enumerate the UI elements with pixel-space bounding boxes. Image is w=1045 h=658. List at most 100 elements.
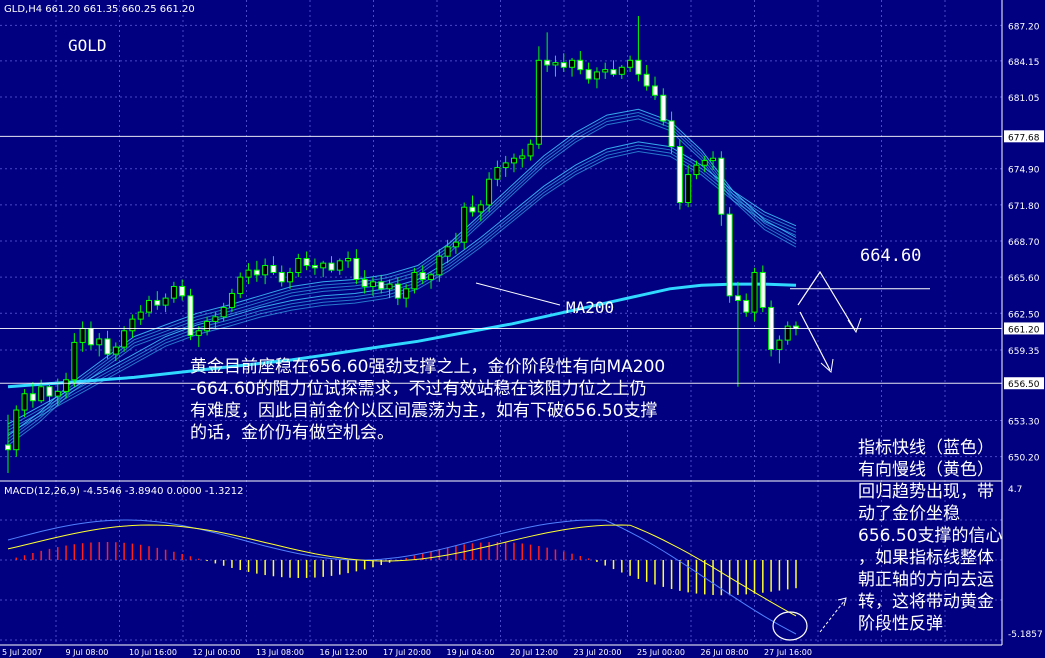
macd-arrow-head [837, 597, 847, 607]
candle-body [13, 409, 20, 451]
candle-body [204, 320, 211, 332]
ma200-label: MA200 [566, 298, 615, 317]
candle-body [195, 330, 202, 336]
candle-body [635, 59, 642, 75]
candle-body [519, 155, 526, 159]
price-tag [1004, 130, 1044, 143]
grid [0, 0, 1002, 645]
price-tick-label: 681.05 [1008, 94, 1040, 104]
ma200-line [7, 282, 797, 389]
candle-body [262, 264, 269, 276]
macd-highlight-circle [772, 611, 808, 641]
commentary-line: 有难度，因此目前金价以区间震荡为主，如有下破656.50支撑 [190, 401, 658, 421]
candle-body [436, 255, 443, 276]
candle-body [403, 288, 410, 299]
candle-body [535, 59, 542, 145]
candle-body [71, 341, 78, 381]
macd-tick-label: 4.7 [1008, 485, 1022, 495]
candle-body [660, 94, 667, 122]
arrow-head [847, 317, 862, 334]
candle-body [618, 66, 625, 75]
candle-body [726, 213, 733, 297]
indicator-line: 有向慢线（黄色） [858, 460, 994, 480]
projection-up-down-arrow [797, 270, 856, 331]
candle-body [146, 299, 153, 313]
candle-body [569, 59, 576, 68]
candle-body [759, 271, 766, 308]
price-tick-label: 662.50 [1008, 310, 1040, 320]
candle-body [477, 204, 484, 213]
candle-body [38, 386, 45, 402]
candle-body [311, 264, 318, 269]
candles [5, 16, 799, 474]
time-tick-label: 27 Jul 16:00 [764, 648, 812, 657]
commentary-line: 的话，金价仍有做空机会。 [190, 423, 394, 443]
candle-body [510, 157, 517, 164]
candle-body [452, 241, 459, 248]
candle-body [104, 338, 111, 355]
candle-body [394, 283, 401, 299]
price-tick-label: 677.68 [1008, 133, 1040, 143]
candle-body [701, 160, 708, 166]
macd-slow-line [7, 524, 797, 617]
candle-body [593, 71, 600, 80]
ma-ribbon-line [7, 111, 797, 440]
horizontal-levels [0, 135, 1045, 482]
price-tick-label: 653.30 [1008, 418, 1040, 428]
candle-body [137, 311, 144, 320]
candle-body [428, 274, 435, 280]
candle-body [552, 62, 559, 66]
main-commentary: 黄金目前座稳在656.60强劲支撑之上，金价阶段性有向MA200 -664.60… [190, 356, 830, 444]
candle-body [743, 299, 750, 313]
candle-body [121, 330, 128, 348]
candle-body [386, 283, 393, 290]
price-tick-label: 671.80 [1008, 202, 1040, 212]
time-tick-label: 16 Jul 12:00 [320, 648, 368, 657]
macd-pointer-arrow [819, 599, 846, 633]
candle-body [527, 143, 534, 157]
candle-body [303, 257, 310, 266]
price-tick-label: 656.50 [1008, 380, 1040, 390]
time-tick-label: 13 Jul 08:00 [256, 648, 304, 657]
candle-body [486, 178, 493, 206]
candle-body [162, 297, 169, 306]
candle-body [751, 271, 758, 313]
ma-ribbon-line [7, 115, 797, 443]
candle-body [63, 379, 70, 392]
candle-body [361, 278, 368, 287]
candle-body [237, 276, 244, 294]
candle-body [369, 281, 376, 287]
indicator-line: 转，这将带动黄金 [858, 592, 994, 612]
symbol-name: GOLD [68, 36, 107, 55]
candle-body [776, 339, 783, 350]
commentary-line: -664.60的阻力位试探需求，不过有效站稳在该阻力位之上仍 [190, 379, 647, 399]
ma-ribbon-line [7, 118, 797, 446]
candle-body [336, 260, 343, 271]
candle-body [685, 174, 692, 204]
candle-body [784, 325, 791, 341]
price-tick-label: 659.35 [1008, 347, 1040, 357]
candle-body [602, 69, 609, 73]
candle-body [461, 206, 468, 243]
candle-body [419, 271, 426, 280]
indicator-line: 朝正轴的方向去运 [858, 570, 994, 590]
candle-body [228, 292, 235, 308]
arrow-head [820, 358, 834, 373]
candle-body [643, 73, 650, 87]
indicator-line: ，如果指标线整体 [858, 548, 994, 568]
candle-body [79, 327, 86, 343]
indicator-commentary: 指标快线（蓝色） 有向慢线（黄色） 回归趋势出现，带 动了金价坐稳 656.50… [858, 437, 1044, 635]
time-tick-label: 9 Jul 08:00 [66, 648, 109, 657]
price-tag [1004, 377, 1044, 390]
candle-body [585, 69, 592, 80]
candle-body [378, 281, 385, 290]
time-tick-label: 25 Jul 00:00 [637, 648, 685, 657]
candle-body [287, 271, 294, 283]
time-tick-label: 5 Jul 2007 [2, 648, 42, 657]
price-tick-label: 684.15 [1008, 58, 1040, 68]
candle-body [29, 393, 36, 402]
price-tick-label: 661.20 [1008, 325, 1040, 335]
price-tick-label: 687.20 [1008, 22, 1040, 32]
candle-body [5, 444, 11, 451]
candle-body [411, 271, 418, 290]
